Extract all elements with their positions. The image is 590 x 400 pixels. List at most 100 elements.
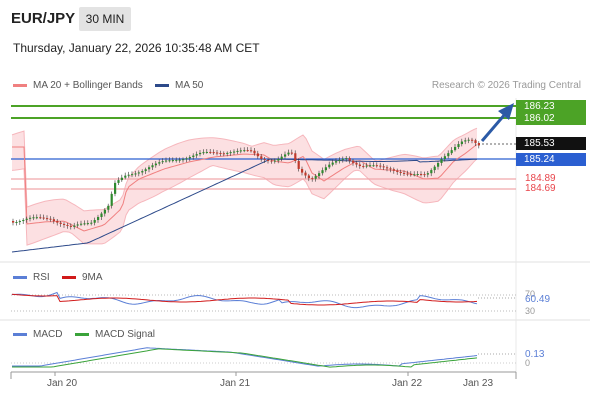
rsi-label: RSI [33, 272, 50, 283]
candle-body [29, 217, 32, 219]
target-high-label: 186.23 [516, 100, 586, 113]
rsi-level-70-label: 70 [525, 289, 536, 299]
forecast-arrow [480, 103, 514, 142]
candle-body [46, 218, 49, 220]
candle-body [15, 222, 18, 224]
candle-body [471, 139, 474, 141]
macd-label: MACD [33, 329, 63, 340]
candle-body [440, 159, 443, 163]
candle-body [110, 193, 113, 206]
rsi-ma-label: 9MA [82, 272, 103, 283]
candle-body [392, 169, 395, 171]
symbol-title: EUR/JPY [11, 10, 76, 27]
candle-body [399, 171, 402, 173]
candle-body [406, 173, 409, 175]
candle-body [277, 158, 280, 161]
candle-body [273, 160, 276, 162]
support1-label: 184.89 [525, 173, 556, 184]
candle-body [375, 165, 378, 167]
candle-body [270, 160, 273, 162]
candle-body [144, 169, 147, 172]
candle-body [423, 174, 426, 176]
candle-body [243, 150, 246, 152]
candle-body [403, 172, 406, 174]
candle-body [222, 153, 225, 155]
candle-body [182, 159, 185, 161]
rsi-line [11, 291, 478, 309]
candle-body [365, 165, 368, 167]
candle-body [124, 175, 127, 178]
candle-body [83, 223, 86, 225]
candle-body [32, 217, 35, 219]
ma50-swatch [155, 84, 169, 87]
candle-body [239, 150, 242, 152]
candle-body [168, 160, 171, 162]
bollinger-upper-line [11, 127, 478, 212]
pivot-label: 185.24 [516, 153, 586, 166]
candle-body [457, 144, 460, 148]
candle-body [120, 177, 123, 181]
candle-body [433, 166, 436, 171]
candle-body [413, 174, 416, 176]
candle-body [103, 209, 106, 214]
candle-body [304, 172, 307, 176]
candle-body [311, 178, 314, 180]
candle-body [328, 164, 331, 168]
macd-value-label: 0.13 [525, 349, 545, 360]
candle-body [12, 221, 15, 223]
rsi-level-30-label: 30 [525, 306, 536, 316]
candle-body [297, 160, 300, 169]
rsi-ma-line [11, 293, 478, 306]
candle-body [229, 152, 232, 154]
candle-body [100, 213, 103, 217]
support2-label: 184.69 [525, 183, 556, 194]
candle-body [90, 222, 93, 224]
candle-body [477, 143, 480, 146]
candle-body [290, 152, 293, 154]
candle-body [86, 223, 89, 225]
candle-body [263, 158, 266, 160]
candle-body [443, 156, 446, 160]
candle-body [352, 160, 355, 163]
candle-body [396, 170, 399, 172]
candle-body [236, 150, 239, 152]
candle-body [430, 170, 433, 174]
legend-macd: MACD [13, 329, 62, 340]
candle-body [192, 155, 195, 158]
candle-body [188, 157, 191, 159]
candle-body [321, 170, 324, 174]
timeframe-button[interactable]: 30 MIN [79, 7, 131, 31]
candle-body [358, 164, 361, 167]
x-label-jan22: Jan 22 [392, 378, 423, 389]
candle-body [131, 174, 134, 176]
candle-body [280, 156, 283, 159]
candle-body [134, 173, 137, 175]
candle-body [389, 168, 392, 170]
x-label-jan20: Jan 20 [47, 378, 78, 389]
candle-body [209, 151, 212, 153]
candle-body [416, 173, 419, 175]
candle-body [154, 163, 157, 166]
legend-macd-signal: MACD Signal [75, 329, 155, 340]
legend-rsi: RSI [13, 272, 50, 283]
candle-body [199, 152, 202, 155]
candle-body [464, 140, 467, 142]
candle-body [42, 217, 45, 219]
candle-body [117, 180, 120, 183]
ma20-swatch [13, 84, 27, 87]
candle-body [246, 150, 249, 152]
ma20-label: MA 20 + Bollinger Bands [33, 80, 143, 91]
candle-body [195, 154, 198, 156]
candle-body [59, 222, 62, 224]
candle-body [426, 173, 429, 175]
candle-body [437, 162, 440, 167]
candle-body [318, 173, 321, 177]
last-price-label: 185.53 [516, 137, 586, 150]
macd-signal-swatch [75, 333, 89, 336]
candle-body [253, 150, 256, 154]
macd-swatch [13, 333, 27, 336]
candle-body [107, 205, 110, 210]
candle-body [386, 167, 389, 169]
candlesticks [12, 137, 480, 230]
candle-body [52, 219, 55, 221]
